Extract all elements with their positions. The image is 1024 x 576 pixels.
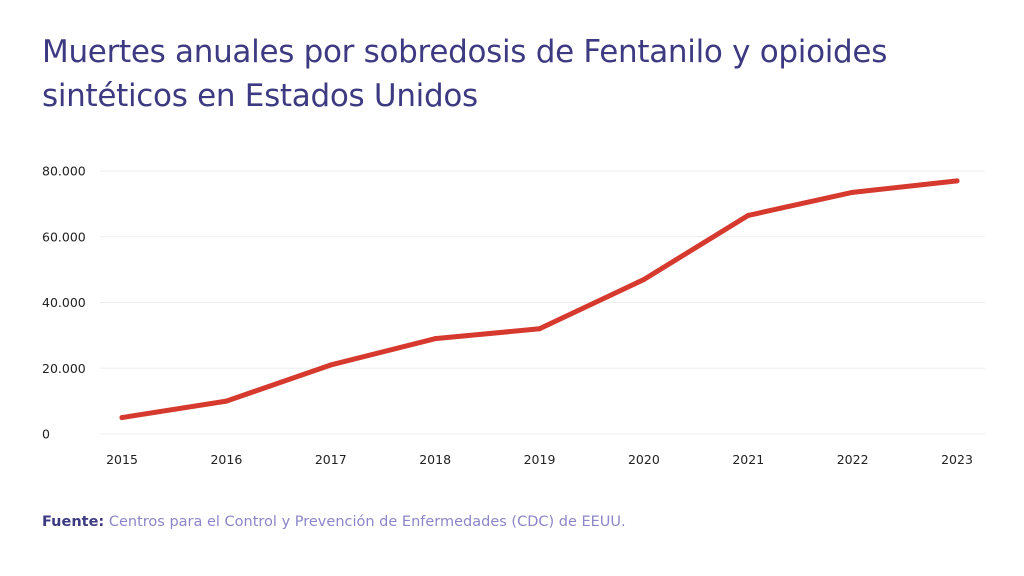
y-tick-label: 0 <box>42 427 50 442</box>
x-tick-label: 2017 <box>315 452 347 467</box>
source-note: Fuente: Centros para el Control y Preven… <box>42 514 626 530</box>
x-axis-ticks: 2015 2016 2017 2018 2019 2020 2021 2022 2023 <box>106 452 973 467</box>
grid-lines <box>100 170 985 435</box>
x-tick-label: 2021 <box>732 452 764 467</box>
y-tick-label: 80.000 <box>42 164 86 179</box>
data-point <box>850 189 856 195</box>
source-label: Fuente: <box>42 514 105 530</box>
series-line <box>119 178 960 421</box>
data-point <box>537 326 542 332</box>
series-lines <box>119 178 960 421</box>
x-tick-label: 2023 <box>941 452 973 467</box>
data-point <box>328 362 334 368</box>
chart-title: Muertes anuales por sobredosis de Fentan… <box>42 34 888 114</box>
y-tick-label: 20.000 <box>42 361 86 376</box>
data-point <box>641 276 647 282</box>
y-tick-label: 40.000 <box>42 295 86 310</box>
x-tick-label: 2019 <box>524 452 556 467</box>
data-point <box>954 178 960 184</box>
data-point <box>745 212 751 218</box>
x-tick-label: 2015 <box>106 452 138 467</box>
data-point <box>432 336 438 342</box>
y-tick-label: 60.000 <box>42 229 86 244</box>
x-tick-label: 2018 <box>419 452 451 467</box>
data-point <box>223 398 229 404</box>
x-tick-label: 2016 <box>210 452 242 467</box>
data-point <box>119 415 125 421</box>
x-tick-label: 2020 <box>628 452 660 467</box>
y-axis-ticks: 0 20.000 40.000 60.000 80.000 <box>42 164 86 442</box>
x-tick-label: 2022 <box>837 452 869 467</box>
source-text: Centros para el Control y Prevención de … <box>108 514 626 530</box>
